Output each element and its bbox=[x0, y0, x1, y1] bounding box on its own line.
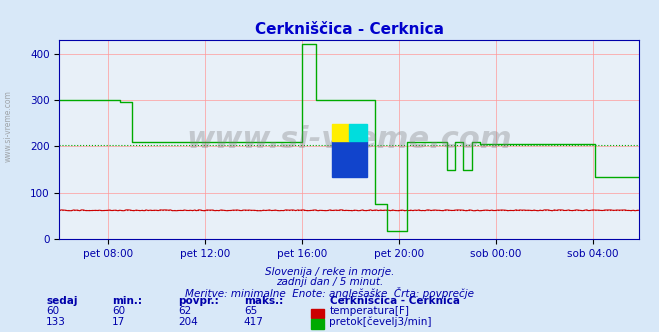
Title: Cerkniščica - Cerknica: Cerkniščica - Cerknica bbox=[255, 22, 444, 37]
Text: 62: 62 bbox=[178, 306, 191, 316]
Text: temperatura[F]: temperatura[F] bbox=[330, 306, 409, 316]
Text: maks.:: maks.: bbox=[244, 296, 283, 306]
Text: 133: 133 bbox=[46, 317, 66, 327]
Text: 60: 60 bbox=[46, 306, 59, 316]
Text: zadnji dan / 5 minut.: zadnji dan / 5 minut. bbox=[276, 277, 383, 287]
Text: sedaj: sedaj bbox=[46, 296, 78, 306]
Text: Slovenija / reke in morje.: Slovenija / reke in morje. bbox=[265, 267, 394, 277]
Bar bbox=[332, 124, 349, 141]
Text: 17: 17 bbox=[112, 317, 125, 327]
Text: 65: 65 bbox=[244, 306, 257, 316]
Text: pretok[čevelj3/min]: pretok[čevelj3/min] bbox=[330, 316, 432, 327]
Text: povpr.:: povpr.: bbox=[178, 296, 219, 306]
Bar bbox=[332, 141, 366, 177]
Text: www.si-vreme.com: www.si-vreme.com bbox=[3, 90, 13, 162]
Text: Meritve: minimalne  Enote: anglešaške  Črta: povprečje: Meritve: minimalne Enote: anglešaške Črt… bbox=[185, 287, 474, 299]
Text: 204: 204 bbox=[178, 317, 198, 327]
Text: min.:: min.: bbox=[112, 296, 142, 306]
Text: 417: 417 bbox=[244, 317, 264, 327]
Text: Cerkniščica - Cerknica: Cerkniščica - Cerknica bbox=[330, 296, 459, 306]
Text: 60: 60 bbox=[112, 306, 125, 316]
Bar bbox=[349, 124, 366, 141]
Text: www.si-vreme.com: www.si-vreme.com bbox=[186, 125, 512, 154]
